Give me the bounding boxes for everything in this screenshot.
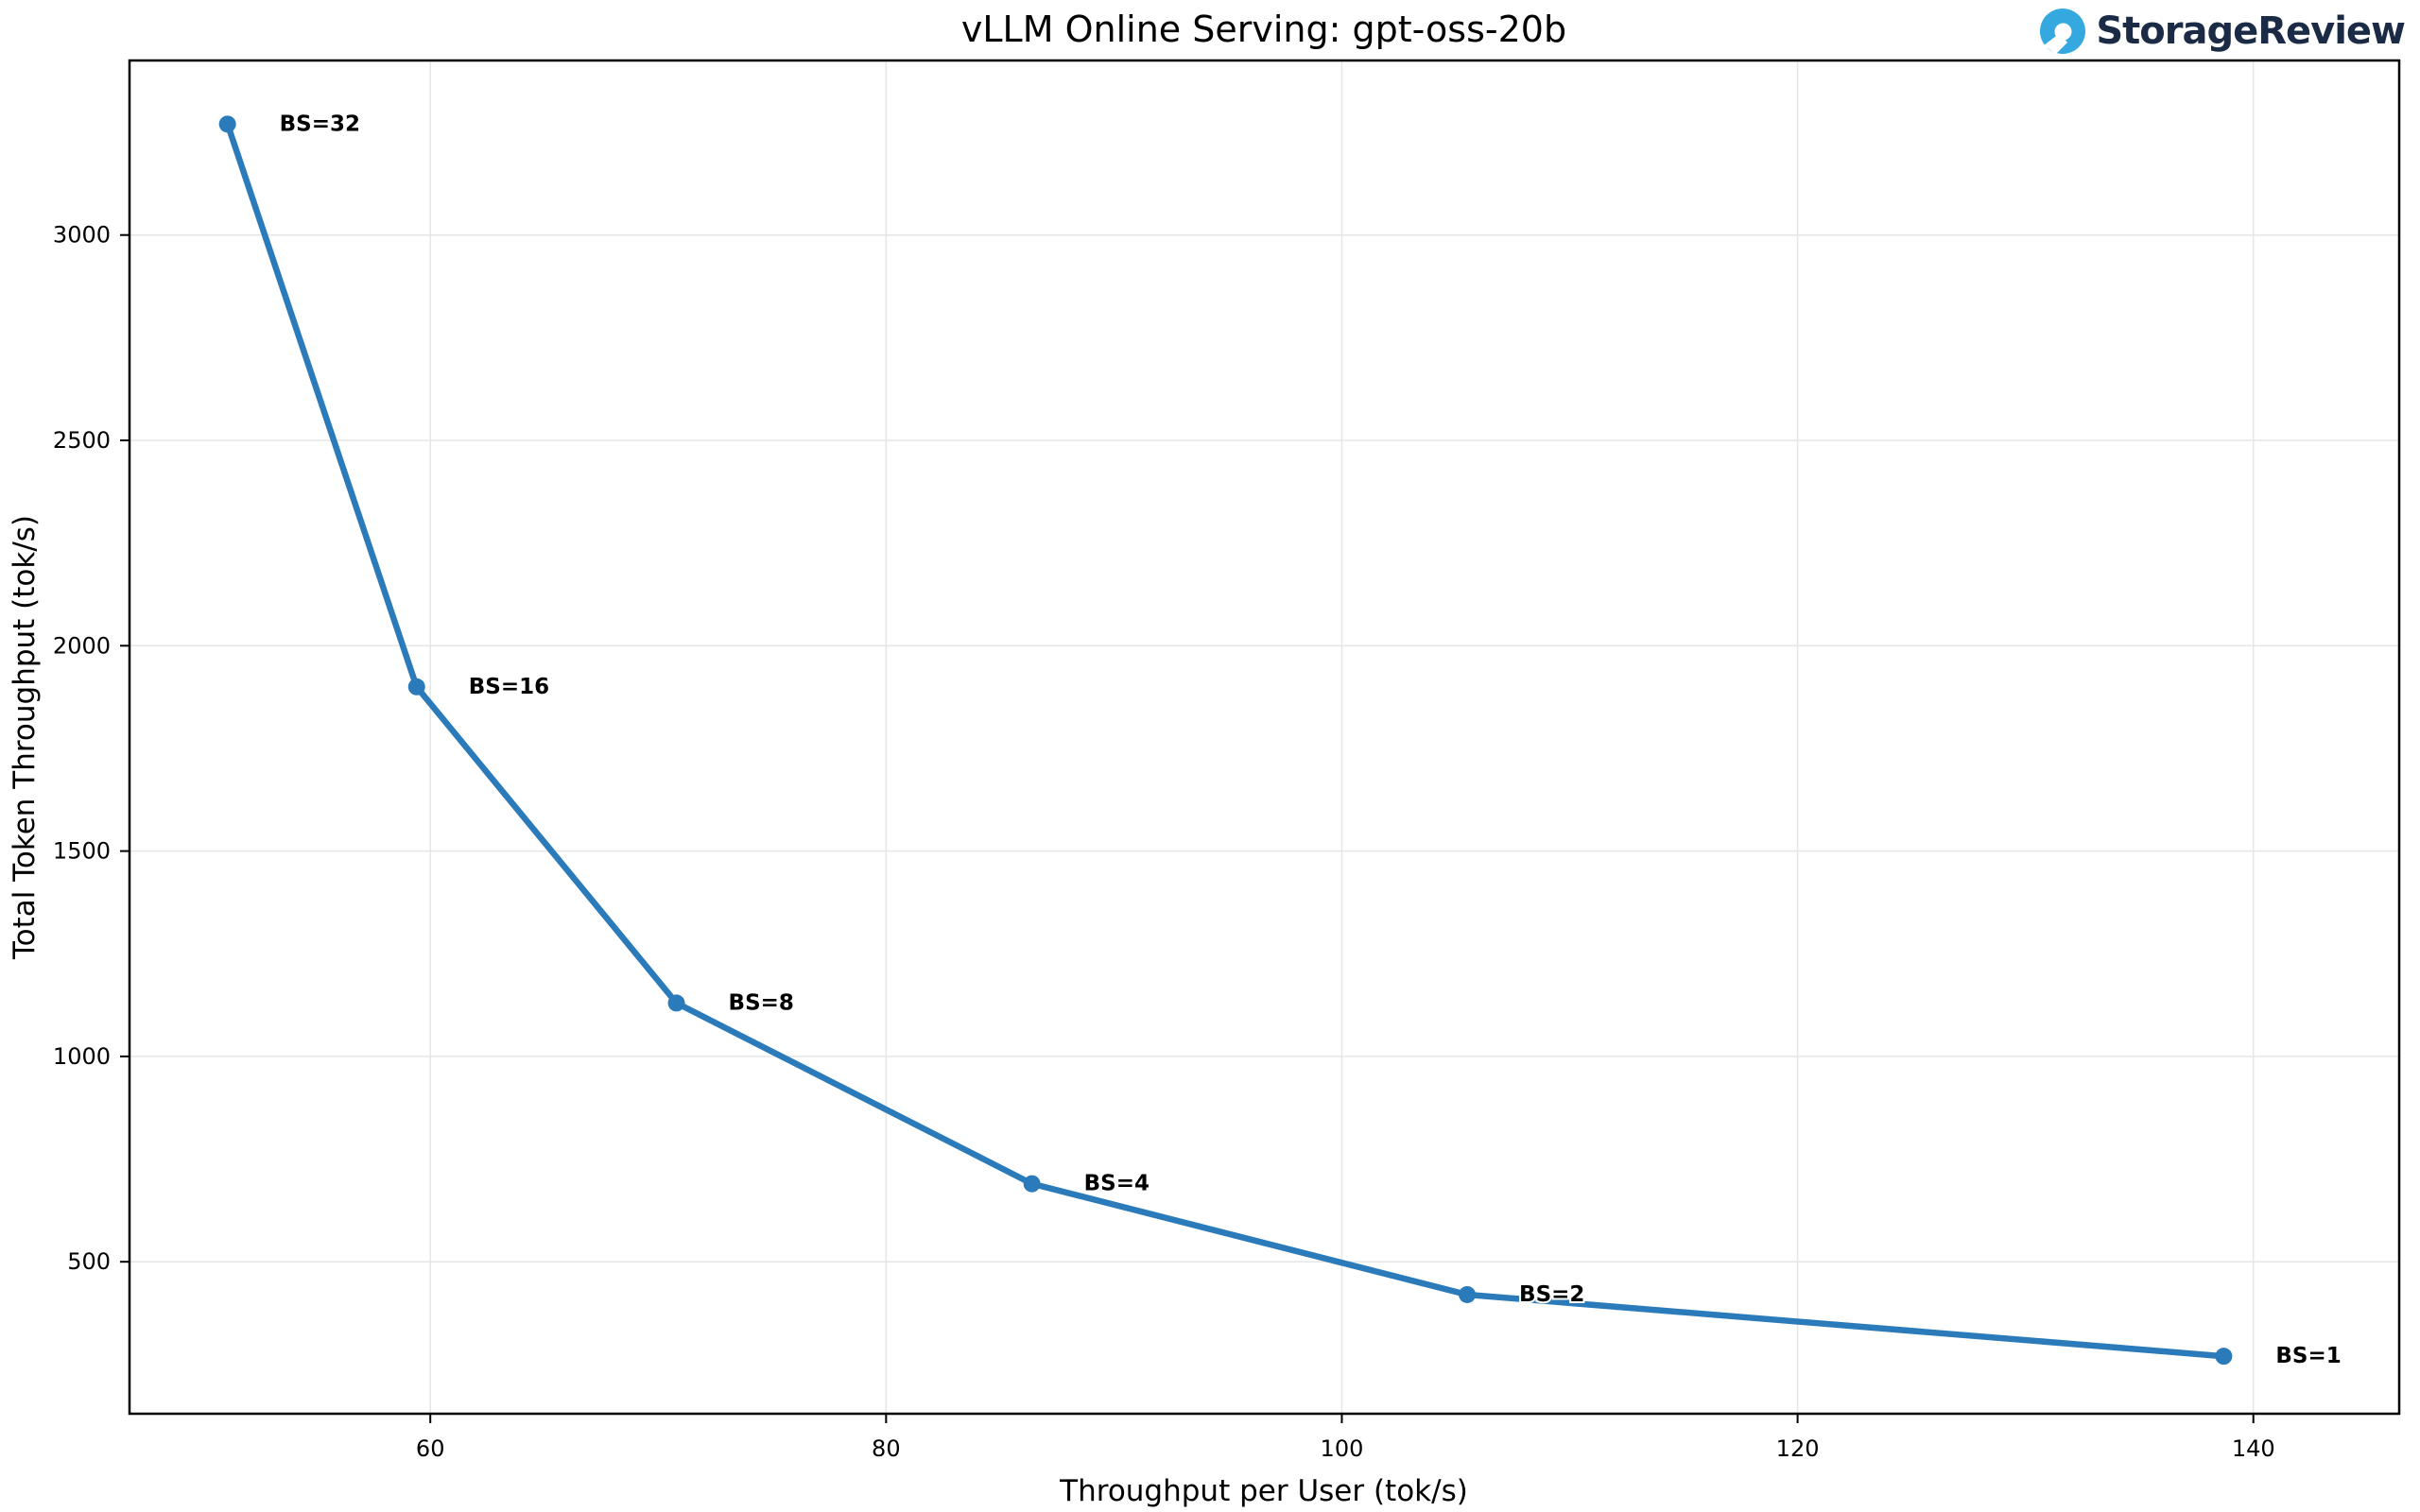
x-tick-label: 100 [1321, 1435, 1364, 1462]
series-line [224, 121, 2227, 1360]
y-tick-label: 2000 [53, 632, 111, 659]
x-tick-label: 80 [872, 1435, 901, 1462]
grid-layer [130, 60, 2399, 1414]
storagereview-logo: StorageReview [2039, 7, 2406, 56]
data-point [2215, 1348, 2233, 1366]
y-tick-label: 3000 [53, 222, 111, 249]
y-tick-label: 500 [67, 1248, 111, 1275]
y-axis-label: Total Token Throughput (tok/s) [8, 515, 42, 960]
data-point-label: BS=32 [280, 112, 360, 136]
series-layer [218, 115, 2233, 1366]
axes-spines [128, 59, 2401, 1416]
storagereview-logo-icon [2040, 9, 2086, 54]
x-tick-label: 60 [416, 1435, 445, 1462]
data-point-label: BS=8 [729, 990, 794, 1015]
data-point [1023, 1175, 1041, 1193]
x-tick-label: 120 [1776, 1435, 1820, 1462]
data-point-label: BS=16 [469, 675, 549, 699]
data-point [1459, 1285, 1477, 1303]
data-point-label: BS=1 [2275, 1344, 2341, 1368]
data-point-label: BS=4 [1084, 1172, 1150, 1196]
y-tick-label: 1500 [53, 838, 111, 865]
y-tick-label: 1000 [53, 1043, 111, 1070]
data-point [407, 678, 425, 696]
axes-layer: 60 80 100 120 140 500 1000 1500 2000 2500 3000 [53, 59, 2401, 1462]
x-axis-label: Throughput per User (tok/s) [1059, 1474, 1468, 1508]
chart-title: vLLM Online Serving: gpt-oss-20b [961, 9, 1566, 50]
data-point [667, 994, 685, 1012]
annotation-layer: BS=32 BS=16 BS=8 BS=4 BS=2 BS=1 [278, 110, 2343, 1370]
x-tick-label: 140 [2232, 1435, 2275, 1462]
data-point-label: BS=2 [1519, 1282, 1584, 1307]
storagereview-logo-text: StorageReview [2096, 9, 2406, 53]
data-point [218, 115, 236, 133]
y-tick-label: 2500 [53, 427, 111, 454]
